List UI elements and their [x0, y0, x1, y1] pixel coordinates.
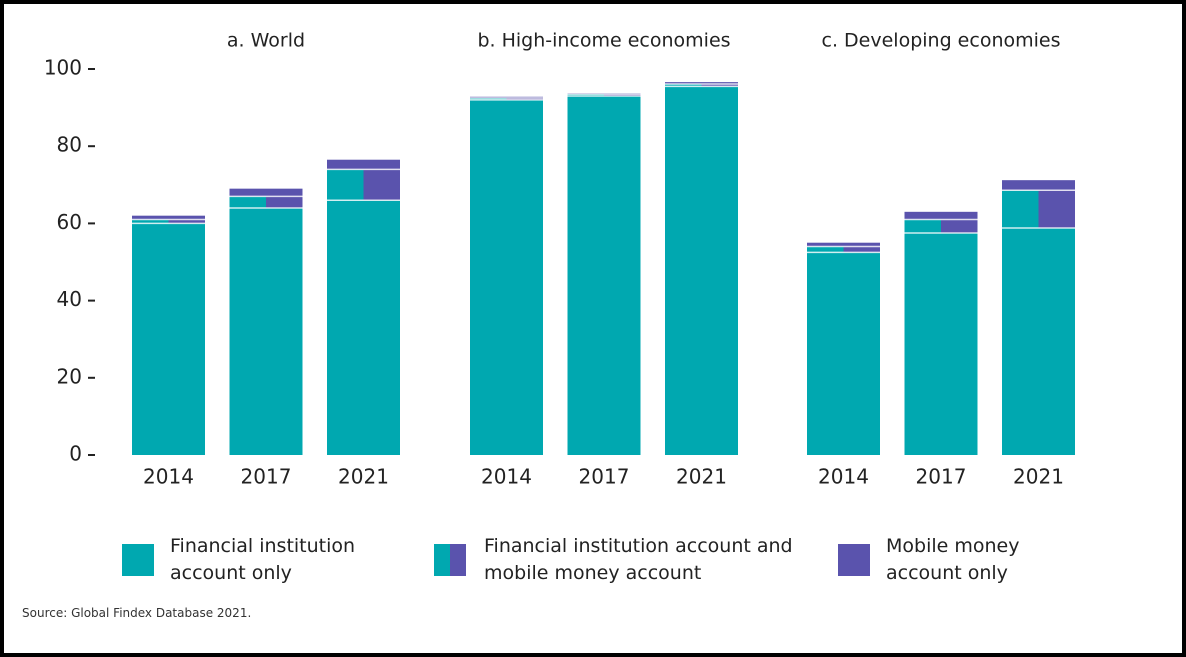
- legend-swatch: [434, 544, 466, 576]
- bar-segment: [327, 200, 400, 455]
- legend-label: Financial institution account only: [170, 535, 356, 584]
- x-tick-label: 2014: [818, 465, 869, 489]
- y-tick-label: 100: [44, 56, 82, 80]
- x-tick-label: 2014: [143, 465, 194, 489]
- bar-segment: [229, 196, 303, 208]
- panel-title: c. Developing economies: [822, 30, 1061, 52]
- bar-segment: [567, 96, 641, 456]
- x-tick-label: 2021: [676, 465, 727, 489]
- bar-segment: [470, 97, 543, 100]
- bar-segment: [327, 169, 400, 201]
- legend-swatch: [122, 544, 154, 576]
- y-tick-label: 60: [57, 210, 82, 234]
- y-tick-label: 80: [57, 133, 82, 157]
- bar-segment: [665, 86, 738, 456]
- bar-segment: [807, 252, 880, 455]
- bar-segment: [904, 219, 978, 234]
- bar-segment: [904, 233, 978, 455]
- bar-segment: [1002, 180, 1075, 191]
- bar-segment: [132, 223, 205, 455]
- x-tick-label: 2017: [916, 465, 967, 489]
- y-tick-label: 0: [69, 442, 82, 466]
- bar-segment: [327, 159, 400, 170]
- x-tick-label: 2021: [338, 465, 389, 489]
- bar-segment: [567, 94, 641, 97]
- bar-segment: [1002, 190, 1075, 229]
- bar-segment: [807, 246, 880, 253]
- x-tick-label: 2017: [579, 465, 630, 489]
- bar-segment: [470, 99, 543, 455]
- legend-swatch: [838, 544, 870, 576]
- source: Source: Global Findex Database 2021.: [22, 606, 252, 620]
- bar-segment: [229, 188, 303, 197]
- y-tick-label: 40: [57, 287, 82, 311]
- bar-segment: [1002, 228, 1075, 455]
- legend-label: Financial institution account and mobile…: [484, 535, 793, 584]
- bar-segment: [904, 211, 978, 220]
- bar-segment: [132, 219, 205, 224]
- bar-segment: [229, 207, 303, 455]
- y-tick-label: 20: [57, 364, 82, 388]
- bar-segment: [132, 215, 205, 220]
- bar-segment: [807, 242, 880, 247]
- x-tick-label: 2014: [481, 465, 532, 489]
- x-tick-label: 2021: [1013, 465, 1064, 489]
- panel-title: a. World: [227, 30, 305, 52]
- bar-segment: [665, 84, 738, 87]
- x-tick-label: 2017: [241, 465, 292, 489]
- legend-label: Mobile money account only: [886, 535, 1020, 584]
- bar-segment: [665, 82, 738, 85]
- panel-title: b. High-income economies: [477, 30, 730, 52]
